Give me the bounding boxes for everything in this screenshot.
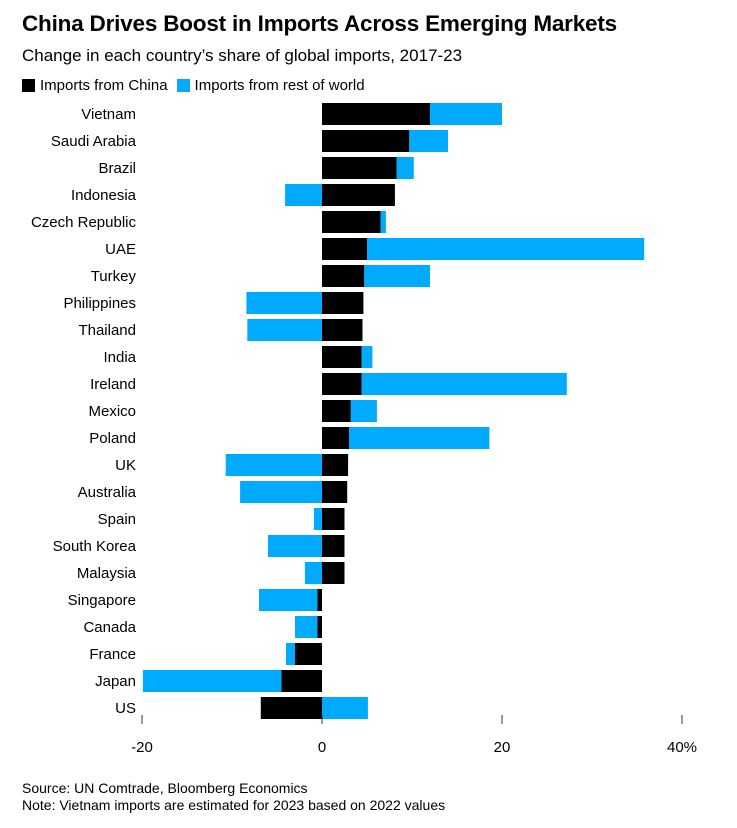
category-label-japan: Japan: [95, 673, 136, 690]
bar-rest-of-world-japan: [142, 670, 282, 692]
category-label-czech-republic: Czech Republic: [31, 214, 137, 231]
bar-rest-of-world-france: [286, 643, 295, 665]
bar-china-indonesia: [322, 184, 395, 206]
category-label-thailand: Thailand: [78, 322, 136, 339]
legend-item-china: Imports from China: [22, 77, 168, 94]
category-label-malaysia: Malaysia: [77, 565, 137, 582]
category-label-turkey: Turkey: [91, 268, 137, 285]
bar-china-spain: [322, 508, 345, 530]
category-label-us: US: [115, 700, 136, 717]
chart-subtitle: Change in each country’s share of global…: [22, 46, 463, 65]
category-label-philippines: Philippines: [63, 295, 136, 312]
legend-item-rest-of-world: Imports from rest of world: [176, 77, 365, 94]
x-tick-label-2: 20: [494, 739, 511, 756]
category-label-australia: Australia: [78, 484, 137, 501]
category-label-uk: UK: [115, 457, 136, 474]
bar-china-czech-republic: [322, 211, 381, 233]
footnote: Note: Vietnam imports are estimated for …: [22, 797, 446, 813]
x-tick-label-3: 40%: [667, 739, 697, 756]
bar-rest-of-world-singapore: [259, 589, 318, 611]
bar-china-australia: [322, 481, 348, 503]
bar-china-philippines: [322, 292, 364, 314]
category-label-poland: Poland: [89, 430, 136, 447]
category-label-south-korea: South Korea: [53, 538, 137, 555]
bar-china-canada: [317, 616, 322, 638]
legend-label-rest-of-world: Imports from rest of world: [194, 77, 365, 94]
bar-rest-of-world-vietnam: [430, 103, 502, 125]
bar-china-poland: [322, 427, 349, 449]
category-label-uae: UAE: [105, 241, 136, 258]
bar-rest-of-world-brazil: [396, 157, 414, 179]
bar-rest-of-world-india: [361, 346, 373, 368]
bar-china-india: [322, 346, 362, 368]
bar-china-uae: [322, 238, 367, 260]
bar-rest-of-world-poland: [349, 427, 490, 449]
bar-china-saudi-arabia: [322, 130, 410, 152]
bar-rest-of-world-spain: [313, 508, 322, 530]
category-label-singapore: Singapore: [68, 592, 136, 609]
bar-china-singapore: [317, 589, 322, 611]
chart-title: China Drives Boost in Imports Across Eme…: [22, 11, 617, 36]
source-note: Source: UN Comtrade, Bloomberg Economics: [22, 780, 308, 796]
legend-swatch-rest-of-world: [176, 79, 190, 92]
bar-china-france: [295, 643, 322, 665]
legend-label-china: Imports from China: [40, 77, 168, 94]
x-tick-label-1: 0: [318, 739, 326, 756]
bar-china-malaysia: [322, 562, 345, 584]
category-label-brazil: Brazil: [98, 160, 136, 177]
bar-china-ireland: [322, 373, 362, 395]
bar-rest-of-world-uk: [225, 454, 322, 476]
category-label-canada: Canada: [83, 619, 136, 636]
bar-rest-of-world-saudi-arabia: [409, 130, 448, 152]
bar-rest-of-world-turkey: [364, 265, 430, 287]
bar-rest-of-world-indonesia: [285, 184, 322, 206]
legend-swatch-china: [22, 79, 35, 92]
bar-china-vietnam: [322, 103, 430, 125]
legend: Imports from China Imports from rest of …: [22, 77, 374, 94]
x-tick-label-0: -20: [131, 739, 153, 756]
category-label-ireland: Ireland: [90, 376, 136, 393]
bar-china-uk: [322, 454, 349, 476]
bar-rest-of-world-ireland: [361, 373, 567, 395]
bar-rest-of-world-malaysia: [304, 562, 322, 584]
bar-rest-of-world-thailand: [247, 319, 322, 341]
bar-rest-of-world-australia: [240, 481, 322, 503]
bar-china-brazil: [322, 157, 397, 179]
category-label-saudi-arabia: Saudi Arabia: [51, 133, 137, 150]
bar-china-japan: [281, 670, 322, 692]
bar-rest-of-world-czech-republic: [380, 211, 386, 233]
category-label-mexico: Mexico: [88, 403, 136, 420]
bar-rest-of-world-philippines: [246, 292, 322, 314]
bar-rest-of-world-us: [322, 697, 368, 719]
category-label-france: France: [89, 646, 136, 663]
category-label-indonesia: Indonesia: [71, 187, 137, 204]
bar-china-turkey: [322, 265, 365, 287]
bar-rest-of-world-uae: [367, 238, 645, 260]
bar-rest-of-world-south-korea: [268, 535, 322, 557]
bar-rest-of-world-mexico: [350, 400, 377, 422]
bar-china-thailand: [322, 319, 363, 341]
category-label-spain: Spain: [98, 511, 136, 528]
bar-china-us: [260, 697, 322, 719]
bar-china-mexico: [322, 400, 351, 422]
category-label-vietnam: Vietnam: [81, 106, 136, 123]
bar-china-south-korea: [322, 535, 345, 557]
bar-rest-of-world-canada: [295, 616, 318, 638]
category-label-india: India: [103, 349, 136, 366]
bar-chart: Vietnam Saudi Arabia Brazil Indonesia Czech …: [31, 103, 697, 756]
